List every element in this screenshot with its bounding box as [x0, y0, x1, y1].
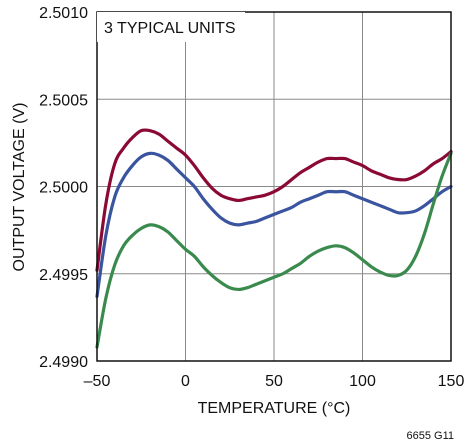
y-tick-label: 2.4990 — [39, 354, 88, 371]
figure-id: 6655 G11 — [406, 430, 454, 442]
x-tick-label: 150 — [438, 373, 464, 390]
x-tick-label: 100 — [349, 373, 376, 390]
series-lines — [95, 128, 453, 349]
y-axis-label: OUTPUT VOLTAGE (V) — [11, 103, 28, 272]
annotation-backdrop — [97, 12, 245, 42]
y-tick-label: 2.5000 — [39, 180, 88, 197]
chart-annotation: 3 TYPICAL UNITS — [104, 20, 236, 37]
y-tick-labels: 2.4990 2.4995 2.5000 2.5005 2.5010 — [39, 5, 88, 371]
x-tick-labels: –50 0 50 100 150 — [84, 373, 464, 390]
x-tick-label: 50 — [265, 373, 283, 390]
series-line-3 — [95, 151, 453, 349]
x-axis-label: TEMPERATURE (°C) — [198, 400, 351, 417]
y-tick-label: 2.5010 — [39, 5, 88, 22]
y-tick-label: 2.4995 — [39, 267, 88, 284]
plot-frame — [96, 11, 452, 362]
x-tick-label: –50 — [84, 373, 111, 390]
y-tick-label: 2.5005 — [39, 92, 88, 109]
x-tick-label: 0 — [181, 373, 190, 390]
series-line-1 — [95, 128, 453, 272]
series-line-2 — [95, 151, 453, 299]
grid-lines — [97, 12, 451, 361]
